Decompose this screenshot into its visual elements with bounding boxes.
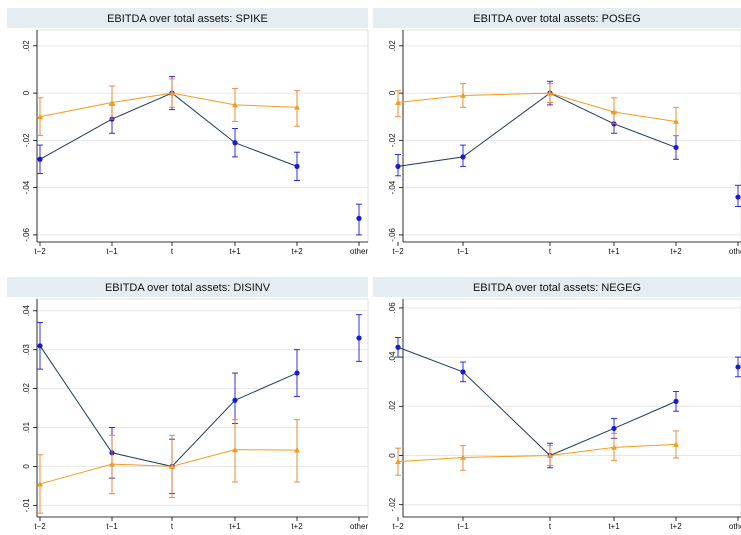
y-tick-label: .02 <box>388 40 397 52</box>
data-point <box>460 454 466 460</box>
x-tick-label: t <box>549 247 552 256</box>
panel-header <box>373 8 741 28</box>
x-tick-label: t <box>171 247 174 256</box>
data-point <box>460 92 466 98</box>
data-point <box>109 461 115 467</box>
data-point <box>673 441 679 447</box>
data-point <box>673 118 679 124</box>
data-point <box>232 140 238 146</box>
x-tick-label: other <box>350 522 369 531</box>
data-point <box>547 452 553 458</box>
x-tick-label: t+1 <box>229 247 241 256</box>
plot-area <box>402 298 741 518</box>
x-tick-label: t−1 <box>457 247 469 256</box>
y-tick-label: .03 <box>22 344 31 356</box>
x-tick-label: t <box>171 522 174 531</box>
y-tick-label: -.02 <box>388 497 397 511</box>
panel-header <box>7 277 368 297</box>
y-tick-label: -.02 <box>388 133 397 147</box>
data-point <box>356 215 362 221</box>
data-point <box>109 99 115 105</box>
data-point <box>673 398 679 404</box>
data-point <box>356 335 362 341</box>
y-tick-label: -.04 <box>388 180 397 194</box>
y-tick-label: -.02 <box>22 133 31 147</box>
y-tick-label: 0 <box>388 90 397 95</box>
data-point <box>735 364 741 370</box>
data-point <box>294 163 300 169</box>
y-tick-label: -.04 <box>22 180 31 194</box>
data-point <box>395 458 401 465</box>
x-tick-label: t+1 <box>608 247 620 256</box>
x-tick-label: other <box>729 247 741 256</box>
y-tick-label: 0 <box>388 453 397 458</box>
chart-panel: EBITDA over total assets: POSEG .02 0 -.02 -… <box>373 8 741 256</box>
y-tick-label: .06 <box>388 302 397 314</box>
data-point <box>37 156 43 162</box>
x-tick-label: t+2 <box>291 247 303 256</box>
data-point <box>37 113 43 120</box>
data-point <box>611 109 617 115</box>
data-point <box>294 104 300 110</box>
y-tick-label: .02 <box>388 400 397 412</box>
x-tick-label: t+2 <box>670 247 682 256</box>
y-tick-label: .01 <box>22 421 31 433</box>
data-point <box>460 154 466 160</box>
x-tick-label: t−1 <box>106 247 118 256</box>
plot-area <box>402 29 741 243</box>
plot-area <box>36 298 369 518</box>
data-point <box>611 425 617 432</box>
y-tick-label: .04 <box>22 305 31 317</box>
data-point <box>294 370 300 376</box>
chart-panel: EBITDA over total assets: DISINV .04 .03 .0… <box>7 277 368 531</box>
data-point <box>460 369 466 375</box>
data-point <box>37 343 43 349</box>
data-point <box>169 463 175 469</box>
x-tick-label: other <box>350 247 369 256</box>
data-point <box>232 101 238 108</box>
y-tick-label: -.06 <box>22 227 31 241</box>
panel-header <box>373 277 741 297</box>
x-tick-label: t <box>549 522 552 531</box>
panel-header <box>7 8 368 28</box>
x-tick-label: t−2 <box>392 522 404 531</box>
chart-panel: EBITDA over total assets: SPIKE .02 0 -.02 -… <box>7 8 368 256</box>
panel-title: EBITDA over total assets: SPIKE <box>107 13 268 25</box>
data-point <box>547 90 553 96</box>
y-tick-label: .04 <box>388 351 397 363</box>
data-point <box>395 163 401 169</box>
x-tick-label: t+1 <box>229 522 241 531</box>
data-point <box>232 397 238 403</box>
data-point <box>395 99 401 105</box>
y-tick-label: 0 <box>22 90 31 95</box>
x-tick-label: other <box>729 522 741 531</box>
data-point <box>37 480 43 487</box>
panel-title: EBITDA over total assets: DISINV <box>105 282 271 294</box>
plot-area <box>36 29 369 243</box>
data-point <box>395 344 401 350</box>
x-tick-label: t−2 <box>34 522 46 531</box>
chart-panel: EBITDA over total assets: NEGEG .06 .04 .02… <box>373 277 741 531</box>
data-point <box>735 194 741 200</box>
y-tick-label: -.06 <box>388 227 397 241</box>
x-tick-label: t+1 <box>608 522 620 531</box>
data-point <box>294 447 300 453</box>
data-point <box>169 90 175 96</box>
x-tick-label: t−2 <box>392 247 404 256</box>
y-tick-label: 0 <box>22 464 31 469</box>
panel-title: EBITDA over total assets: NEGEG <box>473 282 641 294</box>
x-tick-label: t+2 <box>291 522 303 531</box>
y-tick-label: -.01 <box>22 498 31 512</box>
data-point <box>673 144 679 151</box>
x-tick-label: t−1 <box>457 522 469 531</box>
data-point <box>232 446 238 453</box>
panel-title: EBITDA over total assets: POSEG <box>473 13 641 25</box>
y-tick-label: .02 <box>22 40 31 52</box>
data-point <box>611 444 617 450</box>
y-tick-label: .02 <box>22 382 31 394</box>
x-tick-label: t−1 <box>106 522 118 531</box>
x-tick-label: t+2 <box>670 522 682 531</box>
x-tick-label: t−2 <box>34 247 46 256</box>
